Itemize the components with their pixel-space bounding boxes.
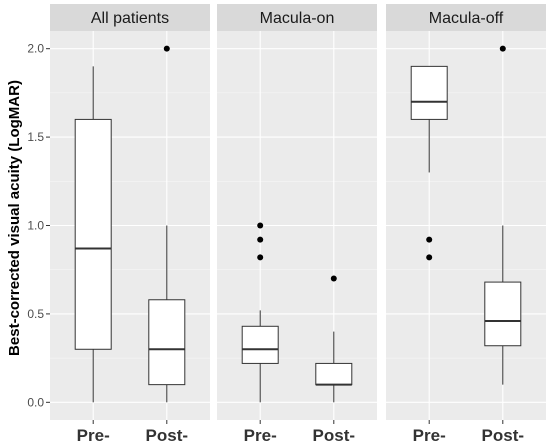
y-axis-title: Best-corrected visual acuity (LogMAR) [6,80,23,356]
outlier-point [330,275,337,282]
box [148,299,186,386]
box-group [484,45,522,385]
outlier-point [257,236,264,243]
box-group [74,66,112,403]
facet-strip [217,4,377,31]
x-tick-label: Pre- [244,426,277,445]
box [484,281,522,347]
facet-title: All patients [91,10,169,27]
facet-title: Macula-on [260,10,335,27]
box-group [410,65,448,261]
facet-panel: All patients Pre- Post- [50,4,210,445]
facet-strip [50,4,210,31]
facet-panel: Macula-off Pre- Post- [386,4,546,445]
outlier-point [426,236,433,243]
outlier-point [426,254,433,261]
box [241,325,279,364]
y-tick-label: 0.5 [27,307,44,321]
box [315,362,353,386]
outlier-point [163,45,170,52]
x-tick-label: Post- [146,426,189,445]
outlier-point [499,45,506,52]
facet-strip [386,4,546,31]
facet-title: Macula-off [429,10,504,27]
outlier-point [257,254,264,261]
x-tick-label: Pre- [77,426,110,445]
facet-panel: Macula-on Pre- Post- [217,4,377,445]
y-tick-label: 1.0 [27,219,44,233]
x-tick-label: Post- [313,426,356,445]
box-group [148,45,186,403]
y-tick-label: 2.0 [27,42,44,56]
y-tick-label: 0.0 [27,395,44,409]
x-tick-label: Pre- [413,426,446,445]
box [410,65,448,120]
x-tick-label: Post- [482,426,525,445]
box-group [241,222,279,403]
outlier-point [257,222,264,229]
box [74,118,112,350]
box-group [315,275,353,403]
y-tick-label: 1.5 [27,130,44,144]
